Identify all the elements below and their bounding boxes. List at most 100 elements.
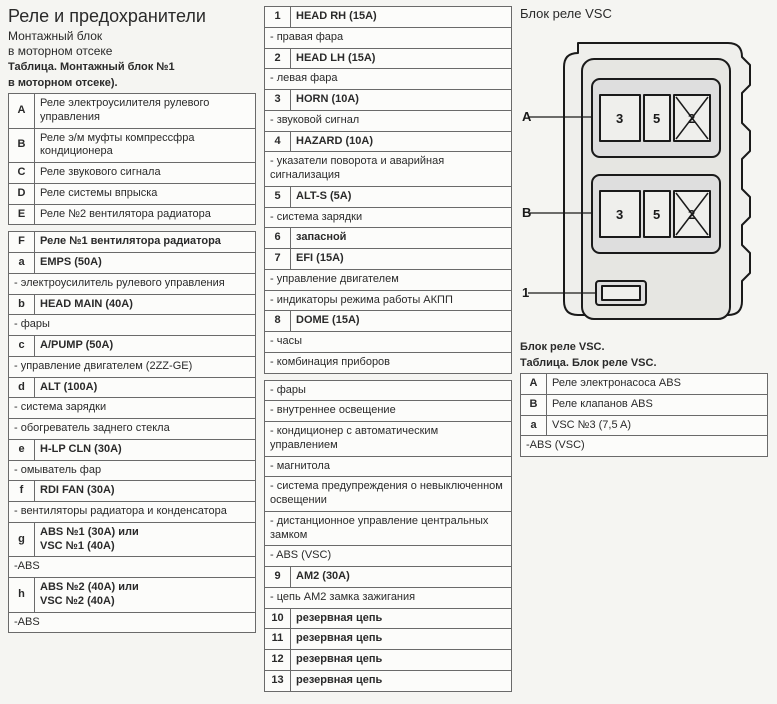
table-row: FРеле №1 вентилятора радиатора (9, 232, 256, 253)
table-row: -ABS (9, 612, 256, 633)
row-key: e (9, 439, 35, 460)
row-value: резервная цепь (291, 629, 512, 650)
row-value: HORN (10A) (291, 90, 512, 111)
table-fuses-a: 1HEAD RH (15A)- правая фара2HEAD LH (15A… (264, 6, 512, 374)
subtitle-2: в моторном отсеке (8, 44, 256, 58)
row-key: h (9, 578, 35, 613)
row-key: 12 (265, 650, 291, 671)
table1-caption-2: в моторном отсеке). (8, 77, 256, 89)
row-value: DOME (15A) (291, 311, 512, 332)
table-row: hABS №2 (40A) или VSC №2 (40A) (9, 578, 256, 613)
row-key: f (9, 481, 35, 502)
table-row: 10резервная цепь (265, 608, 512, 629)
table-row: AРеле электронасоса ABS (521, 374, 768, 395)
table-row: - цепь AM2 замка зажигания (265, 587, 512, 608)
row-value: Реле №1 вентилятора радиатора (35, 232, 256, 253)
table-row: 2HEAD LH (15A) (265, 48, 512, 69)
table-row: fRDI FAN (30A) (9, 481, 256, 502)
row-value: Реле электронасоса ABS (547, 374, 768, 395)
diagram-cell-5b: 5 (653, 207, 660, 222)
row-value: резервная цепь (291, 650, 512, 671)
diagram-cell-3b: 3 (616, 207, 623, 222)
table-row: 1HEAD RH (15A) (265, 7, 512, 28)
table-row: - магнитола (265, 456, 512, 477)
table-row: 9AM2 (30A) (265, 567, 512, 588)
table-row: 6запасной (265, 228, 512, 249)
row-value: EFI (15A) (291, 249, 512, 270)
table-row: - фары (265, 380, 512, 401)
table-row: 12резервная цепь (265, 650, 512, 671)
row-desc: - магнитола (265, 456, 512, 477)
row-value: Реле э/м муфты компрессфра кондиционера (35, 128, 256, 163)
row-key: 1 (265, 7, 291, 28)
row-desc: - внутреннее освещение (265, 401, 512, 422)
row-desc: - кондиционер с автоматическим управлени… (265, 422, 512, 457)
row-desc: - система зарядки (9, 398, 256, 419)
table-relay-2: FРеле №1 вентилятора радиатораaEMPS (50A… (8, 231, 256, 633)
row-value: HEAD LH (15A) (291, 48, 512, 69)
table-row: - управление двигателем (265, 269, 512, 290)
vsc-caption-2: Таблица. Блок реле VSC. (520, 357, 768, 369)
table-row: - управление двигателем (2ZZ-GE) (9, 356, 256, 377)
row-key: B (521, 394, 547, 415)
vsc-title: Блок реле VSC (520, 6, 768, 21)
table-row: 5ALT-S (5A) (265, 186, 512, 207)
row-key: 3 (265, 90, 291, 111)
row-key: 5 (265, 186, 291, 207)
column-2: 1HEAD RH (15A)- правая фара2HEAD LH (15A… (264, 6, 512, 698)
table-row: - ABS (VSC) (265, 546, 512, 567)
diagram-label-1: 1 (522, 285, 529, 300)
table-row: - часы (265, 332, 512, 353)
row-key: 13 (265, 670, 291, 691)
table-row: cA/PUMP (50A) (9, 336, 256, 357)
table-row: dALT (100A) (9, 377, 256, 398)
diagram-cell-2b: 2 (688, 207, 695, 222)
row-desc: -ABS (9, 612, 256, 633)
table-row: EРеле №2 вентилятора радиатора (9, 204, 256, 225)
row-desc: - фары (9, 315, 256, 336)
row-desc: -ABS (9, 557, 256, 578)
row-key: b (9, 294, 35, 315)
table-row: -ABS (9, 557, 256, 578)
table-relay-1: AРеле электроусилителя рулевого управлен… (8, 93, 256, 225)
row-value: ALT-S (5A) (291, 186, 512, 207)
table-row: bHEAD MAIN (40A) (9, 294, 256, 315)
row-key: D (9, 183, 35, 204)
row-desc: - часы (265, 332, 512, 353)
table-row: CРеле звукового сигнала (9, 163, 256, 184)
table-row: - система предупреждения о невыключенном… (265, 477, 512, 512)
table-row: - дистанционное управление центральных з… (265, 511, 512, 546)
row-desc: - правая фара (265, 27, 512, 48)
table-row: - звуковой сигнал (265, 110, 512, 131)
row-desc: - вентиляторы радиатора и конденсатора (9, 502, 256, 523)
table-row: - обогреватель заднего стекла (9, 419, 256, 440)
row-value: Реле электроусилителя рулевого управлени… (35, 94, 256, 129)
table-row: - индикаторы режима работы АКПП (265, 290, 512, 311)
row-value: Реле клапанов ABS (547, 394, 768, 415)
vsc-caption-1: Блок реле VSC. (520, 341, 768, 353)
table-row: - фары (9, 315, 256, 336)
row-desc: - управление двигателем (265, 269, 512, 290)
row-value: Реле №2 вентилятора радиатора (35, 204, 256, 225)
row-desc: - система предупреждения о невыключенном… (265, 477, 512, 512)
table-row: - система зарядки (265, 207, 512, 228)
column-3: Блок реле VSC (520, 6, 768, 698)
diagram-cell-2a: 2 (688, 111, 695, 126)
row-key: 8 (265, 311, 291, 332)
row-value: VSC №3 (7,5 A) (547, 415, 768, 436)
row-value: AM2 (30A) (291, 567, 512, 588)
table1-caption-1: Таблица. Монтажный блок №1 (8, 61, 256, 73)
row-value: резервная цепь (291, 670, 512, 691)
table-row: aVSC №3 (7,5 A) (521, 415, 768, 436)
row-key: g (9, 522, 35, 557)
row-key: a (521, 415, 547, 436)
row-key: 10 (265, 608, 291, 629)
row-value: H-LP CLN (30A) (35, 439, 256, 460)
table-row: - омыватель фар (9, 460, 256, 481)
page-title: Реле и предохранители (8, 6, 256, 27)
table-row: - электроусилитель рулевого управления (9, 273, 256, 294)
table-row: gABS №1 (30A) или VSC №1 (40A) (9, 522, 256, 557)
table-row: 7EFI (15A) (265, 249, 512, 270)
table-row: - указатели поворота и аварийная сигнали… (265, 152, 512, 187)
table-row: - левая фара (265, 69, 512, 90)
